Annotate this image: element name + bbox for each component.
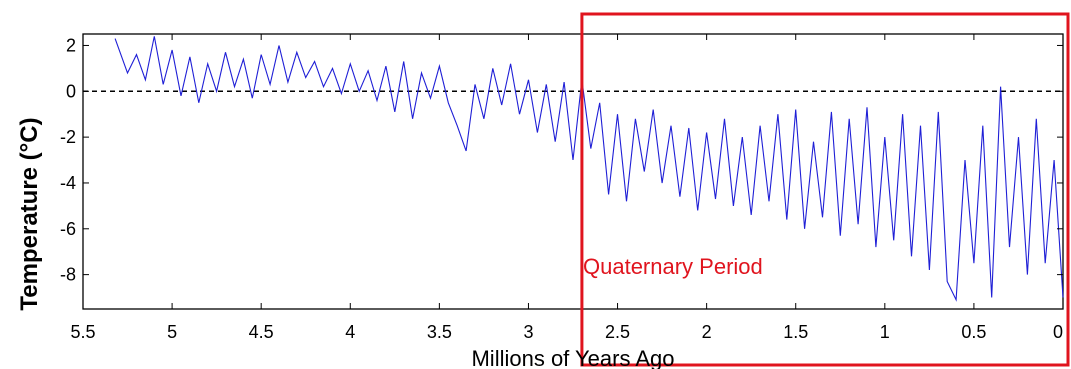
x-tick-label: 0.5	[961, 322, 986, 342]
y-tick-label: -6	[60, 219, 76, 239]
x-tick-label: 5.5	[70, 322, 95, 342]
temperature-series-line	[114, 36, 1064, 302]
x-tick-label: 3.5	[427, 322, 452, 342]
x-tick-label: 0	[1053, 322, 1063, 342]
x-axis-title: Millions of Years Ago	[471, 346, 674, 369]
y-axis-title: Temperature (°C)	[16, 117, 43, 310]
x-axis-ticks: 5.5 5 4.5 4 3.5 3 2.5 2 1.5 1 0.5 0	[70, 34, 1064, 342]
y-tick-label: -8	[60, 265, 76, 285]
y-tick-label: -4	[60, 173, 76, 193]
y-axis-ticks: 2 0 -2 -4 -6 -8	[60, 35, 1063, 285]
quaternary-period-label: Quaternary Period	[583, 254, 763, 279]
x-tick-label: 5	[167, 322, 177, 342]
x-tick-label: 4	[345, 322, 355, 342]
x-tick-label: 3	[523, 322, 533, 342]
quaternary-period-box	[580, 12, 1070, 367]
x-tick-label: 2	[702, 322, 712, 342]
y-tick-label: 0	[66, 81, 76, 101]
plot-area	[82, 33, 1064, 310]
x-tick-label: 4.5	[249, 322, 274, 342]
x-tick-label: 1.5	[783, 322, 808, 342]
y-tick-label: 2	[66, 35, 76, 55]
y-tick-label: -2	[60, 127, 76, 147]
x-tick-label: 2.5	[605, 322, 630, 342]
x-tick-label: 1	[880, 322, 890, 342]
